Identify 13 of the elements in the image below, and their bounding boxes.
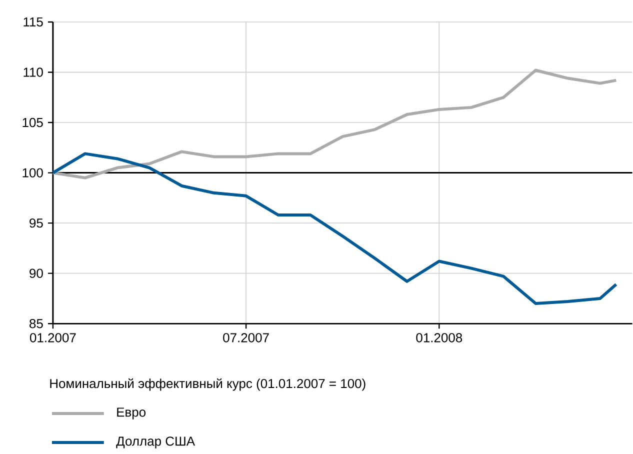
x-tick-label: 01.2007 (30, 332, 76, 342)
y-tick-label: 90 (30, 268, 43, 278)
y-tick-label: 110 (24, 67, 43, 77)
y-tick-label: 105 (22, 118, 43, 127)
legend-label: Доллар США (116, 436, 196, 448)
y-tick-label: 115 (24, 17, 43, 26)
y-tick-label: 85 (30, 318, 43, 328)
y-tick-label: 100 (22, 168, 43, 178)
x-tick-label: 01.2008 (416, 332, 462, 342)
legend-title: Номинальный эффективный курс (01.01.2007 = 100) (50, 378, 366, 390)
y-tick-label: 95 (30, 218, 43, 228)
legend-label: Евро (117, 407, 146, 420)
x-tick-label: 07.2007 (223, 332, 269, 342)
